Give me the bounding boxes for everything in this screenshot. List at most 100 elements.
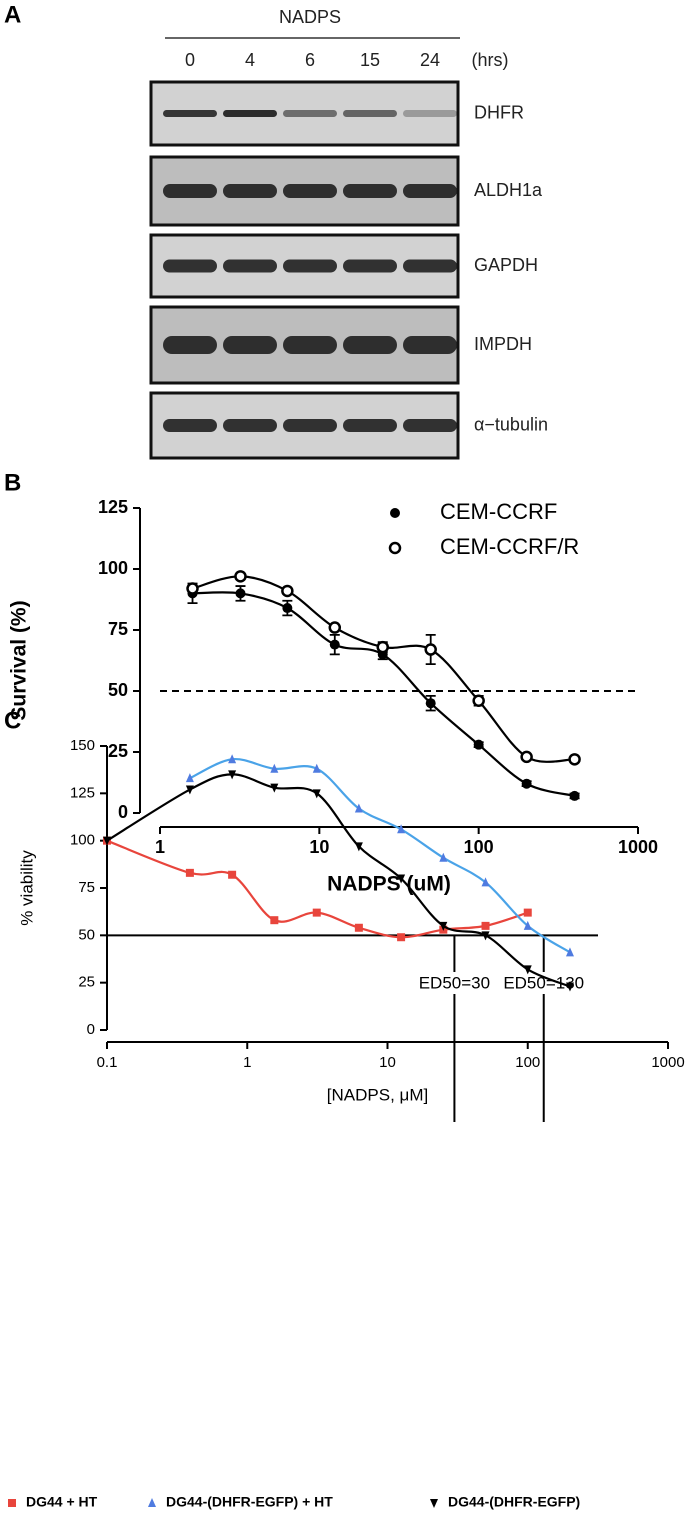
fit-curve xyxy=(189,758,571,954)
band xyxy=(283,419,337,432)
band xyxy=(163,259,217,273)
band xyxy=(283,259,337,273)
panel-label: A xyxy=(4,1,21,28)
point xyxy=(185,785,194,795)
point xyxy=(521,778,532,789)
point xyxy=(186,582,199,595)
point xyxy=(270,783,279,793)
unit-label: (hrs) xyxy=(472,50,509,70)
legend-marker xyxy=(148,1498,156,1507)
legend-label: DG44-(DHFR-EGFP) xyxy=(448,1494,580,1510)
panel-label: C xyxy=(4,707,21,734)
point xyxy=(565,982,574,992)
blot-label: ALDH1a xyxy=(474,180,543,200)
point xyxy=(481,921,490,930)
legend-label: DG44-(DHFR-EGFP) + HT xyxy=(166,1494,333,1510)
point xyxy=(424,643,437,656)
point xyxy=(354,923,363,932)
point xyxy=(481,877,490,887)
band xyxy=(163,336,217,354)
annotation-bg xyxy=(501,972,586,994)
point xyxy=(234,570,247,583)
point xyxy=(270,763,279,773)
point xyxy=(228,770,237,780)
x-tick-label: 10 xyxy=(379,1054,396,1071)
lane-label: 6 xyxy=(305,50,315,70)
point xyxy=(185,868,194,877)
x-tick-label: 1000 xyxy=(651,1054,684,1071)
point xyxy=(565,947,574,957)
y-tick-label: 25 xyxy=(108,741,128,761)
band xyxy=(223,259,277,273)
band xyxy=(403,259,457,273)
point xyxy=(520,750,533,764)
point xyxy=(376,640,389,654)
band xyxy=(223,184,277,198)
fit-curve xyxy=(192,575,575,763)
point xyxy=(473,739,484,750)
band xyxy=(163,184,217,198)
point xyxy=(569,790,580,801)
point xyxy=(228,870,237,879)
y-tick-label: 125 xyxy=(70,784,95,801)
panel-label: B xyxy=(4,469,21,496)
point xyxy=(397,933,406,942)
y-tick-label: 75 xyxy=(78,879,95,896)
y-tick-label: 150 xyxy=(70,737,95,754)
point xyxy=(425,698,436,709)
band xyxy=(283,110,337,117)
annotation-bg xyxy=(412,972,497,994)
point xyxy=(270,916,279,925)
lane-label: 15 xyxy=(360,50,380,70)
legend-marker xyxy=(430,1499,438,1508)
point xyxy=(312,908,321,917)
x-tick-label: 0.1 xyxy=(97,1054,118,1071)
band xyxy=(343,259,397,273)
point xyxy=(354,803,363,813)
y-tick-label: 100 xyxy=(70,832,95,849)
band xyxy=(283,336,337,354)
band xyxy=(343,110,397,117)
band xyxy=(223,336,277,354)
x-tick-label: 100 xyxy=(515,1054,540,1071)
y-tick-label: 0 xyxy=(87,1021,95,1038)
point xyxy=(568,753,581,766)
band xyxy=(403,110,457,117)
annotation: ED50=30 xyxy=(419,973,490,992)
x-tick-label: 100 xyxy=(464,837,494,857)
blot-label: IMPDH xyxy=(474,334,532,354)
point xyxy=(397,824,406,834)
point xyxy=(481,931,490,941)
point xyxy=(185,773,194,783)
band xyxy=(283,184,337,198)
treatment-label: NADPS xyxy=(279,7,341,27)
fit-curve xyxy=(192,591,575,797)
point xyxy=(439,852,448,862)
point xyxy=(354,842,363,852)
band xyxy=(343,336,397,354)
point xyxy=(472,694,485,708)
y-tick-label: 50 xyxy=(108,680,128,700)
y-axis-title: Survival (%) xyxy=(8,600,31,720)
point xyxy=(228,754,237,764)
point xyxy=(235,588,246,599)
point xyxy=(312,763,321,773)
annotation: ED50=130 xyxy=(503,973,584,992)
x-axis-title: NADPS (uM) xyxy=(327,873,451,896)
point xyxy=(523,908,532,917)
lane-label: 0 xyxy=(185,50,195,70)
legend-label: CEM-CCRF xyxy=(440,499,557,524)
point xyxy=(312,789,321,799)
blot-label: DHFR xyxy=(474,102,524,122)
legend-marker xyxy=(390,508,400,518)
point xyxy=(281,584,294,598)
x-tick-label: 1 xyxy=(155,837,165,857)
y-tick-label: 100 xyxy=(98,558,128,578)
point xyxy=(439,921,448,931)
fit-curve xyxy=(106,839,529,939)
y-tick-label: 50 xyxy=(78,926,95,943)
point xyxy=(523,965,532,975)
x-tick-label: 10 xyxy=(309,837,329,857)
legend-label: CEM-CCRF/R xyxy=(440,534,579,559)
